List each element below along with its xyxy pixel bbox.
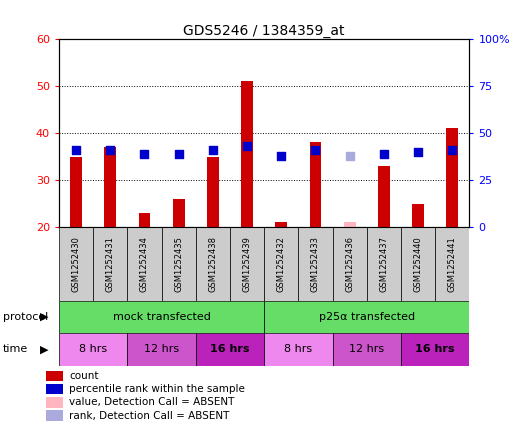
Point [174,150,183,157]
Text: rank, Detection Call = ABSENT: rank, Detection Call = ABSENT [69,411,230,420]
Bar [299,227,332,301]
Bar [275,222,287,227]
Text: 16 hrs: 16 hrs [416,344,455,354]
Text: value, Detection Call = ABSENT: value, Detection Call = ABSENT [69,398,234,407]
Bar [46,397,63,408]
Bar [309,143,322,227]
Point [72,147,80,154]
Bar [412,203,424,227]
Text: p25α transfected: p25α transfected [319,312,415,322]
Text: count: count [69,371,99,381]
Point [311,147,320,154]
Bar [162,227,196,301]
Bar [446,128,458,227]
Bar [344,222,356,227]
Text: GSM1252431: GSM1252431 [106,236,115,292]
Bar [70,157,82,227]
Point [414,148,422,155]
Bar [401,227,435,301]
Text: GSM1252439: GSM1252439 [243,236,251,292]
Text: mock transfected: mock transfected [113,312,210,322]
Text: ▶: ▶ [40,344,49,354]
Text: GSM1252430: GSM1252430 [72,236,81,292]
Text: 12 hrs: 12 hrs [144,344,179,354]
Bar [173,199,185,227]
Text: ▶: ▶ [40,312,49,322]
Bar [46,410,63,421]
Point [141,150,149,157]
Bar [207,157,219,227]
Bar [46,384,63,394]
Bar [230,227,264,301]
Bar [367,227,401,301]
Bar [59,333,127,366]
Bar [241,81,253,227]
Text: GSM1252436: GSM1252436 [345,236,354,292]
Bar [59,301,264,333]
Bar [196,333,264,366]
Bar [264,301,469,333]
Text: 8 hrs: 8 hrs [79,344,107,354]
Text: time: time [3,344,28,354]
Title: GDS5246 / 1384359_at: GDS5246 / 1384359_at [184,24,345,38]
Bar [93,227,127,301]
Bar [127,227,162,301]
Point [243,143,251,150]
Text: GSM1252438: GSM1252438 [208,236,218,292]
Text: GSM1252434: GSM1252434 [140,236,149,292]
Text: GSM1252435: GSM1252435 [174,236,183,292]
Bar [378,166,390,227]
Bar [196,227,230,301]
Text: GSM1252432: GSM1252432 [277,236,286,292]
Point [106,147,114,154]
Text: protocol: protocol [3,312,48,322]
Text: GSM1252441: GSM1252441 [448,236,457,292]
Text: GSM1252437: GSM1252437 [380,236,388,292]
Bar [435,227,469,301]
Bar [401,333,469,366]
Text: 16 hrs: 16 hrs [210,344,250,354]
Text: percentile rank within the sample: percentile rank within the sample [69,385,245,394]
Text: GSM1252433: GSM1252433 [311,236,320,292]
Bar [264,227,299,301]
Bar [127,333,196,366]
Point [277,152,285,159]
Bar [264,333,332,366]
Bar [332,333,401,366]
Point [380,150,388,157]
Bar [332,227,367,301]
Bar [59,227,93,301]
Text: 12 hrs: 12 hrs [349,344,384,354]
Point [346,152,354,159]
Text: GSM1252440: GSM1252440 [413,236,423,292]
Text: 8 hrs: 8 hrs [284,344,312,354]
Point [448,147,457,154]
Bar [104,147,116,227]
Bar [46,371,63,381]
Bar [139,213,150,227]
Point [209,147,217,154]
